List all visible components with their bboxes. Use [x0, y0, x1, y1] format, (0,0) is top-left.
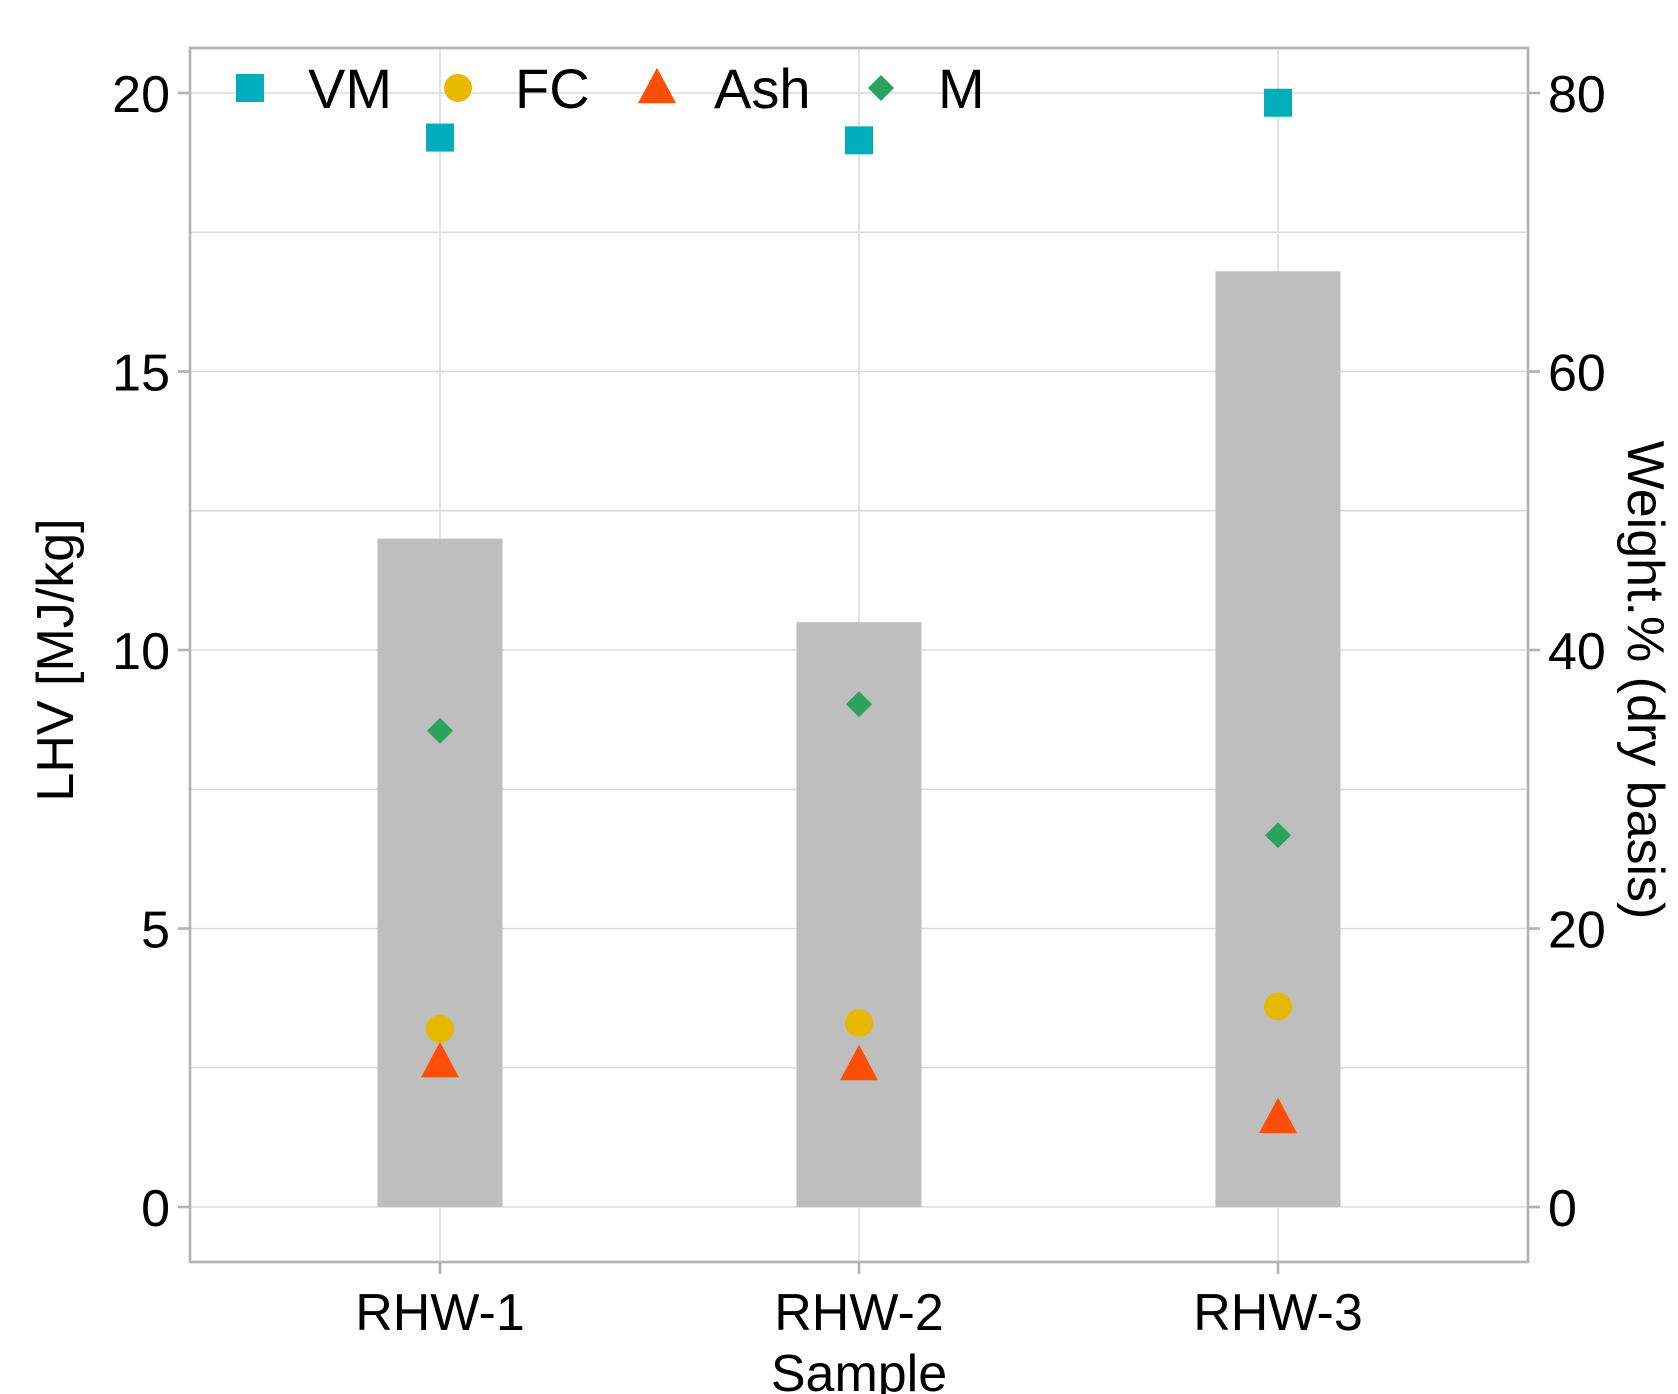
marker-m-rhw-2 [846, 691, 872, 718]
y-tick-label: 10 [112, 623, 170, 681]
marker-fc-rhw-2 [845, 1009, 873, 1038]
legend-label: FC [515, 57, 590, 120]
marker-fc-rhw-3 [1264, 992, 1292, 1021]
marker-vm-rhw-3 [1264, 88, 1292, 117]
y-tick-label: 15 [112, 345, 170, 403]
legend-diamond-icon [868, 75, 894, 101]
x-tick-label: RHW-2 [774, 1284, 943, 1342]
bar-rhw-3 [1215, 271, 1341, 1207]
legend-item-m: M [868, 57, 985, 120]
marker-m-rhw-3 [1265, 822, 1291, 849]
marker-vm-rhw-1 [426, 123, 454, 152]
legend-item-fc: FC [444, 57, 590, 120]
bar-rhw-1 [377, 538, 503, 1207]
x-tick-label: RHW-1 [355, 1284, 524, 1342]
y2-tick-label: 20 [1548, 902, 1606, 960]
legend-triangle-icon [638, 67, 676, 104]
legend-item-ash: Ash [638, 57, 811, 120]
legend-label: VM [308, 57, 392, 120]
marker-ash-rhw-3 [1259, 1097, 1297, 1134]
marker-ash-rhw-1 [421, 1041, 459, 1078]
lhv-bars [377, 271, 1341, 1207]
legend-square-icon [236, 74, 264, 102]
weight-markers [421, 88, 1297, 1134]
y-axis-title: LHV [MJ/kg] [27, 518, 85, 801]
y2-tick-label: 40 [1548, 623, 1606, 681]
y-tick-label: 5 [141, 902, 170, 960]
y-tick-label: 20 [112, 66, 170, 124]
x-tick-label: RHW-3 [1193, 1284, 1362, 1342]
y2-tick-label: 0 [1548, 1180, 1577, 1238]
marker-vm-rhw-2 [845, 126, 873, 155]
y2-tick-label: 60 [1548, 345, 1606, 403]
y-tick-label: 0 [141, 1180, 170, 1238]
y2-axis-title: Weight.% (dry basis) [1616, 441, 1674, 920]
legend-label: Ash [714, 57, 811, 120]
marker-ash-rhw-2 [840, 1044, 878, 1081]
y2-tick-label: 80 [1548, 66, 1606, 124]
legend-label: M [938, 57, 985, 120]
x-axis-title: Sample [771, 1345, 947, 1394]
axes: 0 5 10 15 20 0 20 40 60 80 RHW-1 RHW-2 RHW-3 [112, 66, 1606, 1342]
legend-circle-icon [444, 74, 472, 102]
marker-fc-rhw-1 [426, 1014, 454, 1043]
marker-m-rhw-1 [427, 717, 453, 744]
bar-rhw-2 [796, 622, 922, 1207]
legend-item-vm: VM [236, 57, 392, 120]
legend: VM FC Ash M [236, 57, 985, 120]
